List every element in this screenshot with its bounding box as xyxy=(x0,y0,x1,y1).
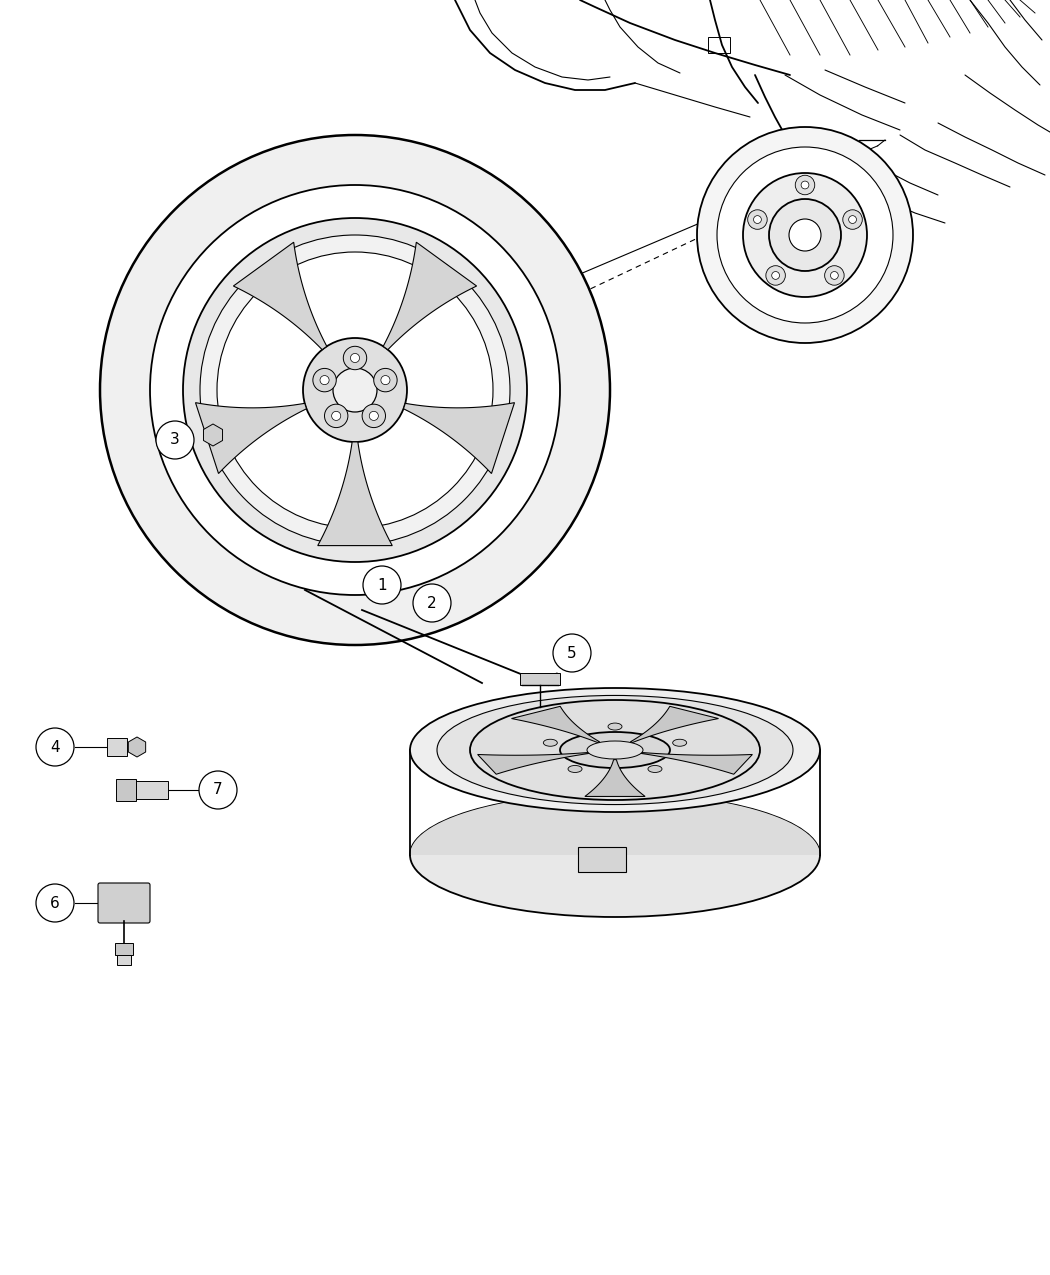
Bar xyxy=(520,673,560,685)
Ellipse shape xyxy=(648,765,662,773)
Circle shape xyxy=(743,173,867,297)
Ellipse shape xyxy=(410,793,820,917)
Polygon shape xyxy=(204,425,223,446)
Circle shape xyxy=(381,376,390,385)
Polygon shape xyxy=(128,737,146,757)
Circle shape xyxy=(217,252,494,528)
Circle shape xyxy=(150,185,560,595)
Circle shape xyxy=(754,215,761,223)
Circle shape xyxy=(824,265,844,286)
Ellipse shape xyxy=(673,740,687,746)
Circle shape xyxy=(200,771,237,810)
Circle shape xyxy=(374,368,397,391)
Polygon shape xyxy=(630,706,718,742)
Polygon shape xyxy=(478,752,589,774)
Circle shape xyxy=(36,728,74,766)
Ellipse shape xyxy=(543,740,558,746)
Bar xyxy=(107,738,127,756)
Circle shape xyxy=(717,147,892,323)
Circle shape xyxy=(36,884,74,922)
Polygon shape xyxy=(642,752,753,774)
Circle shape xyxy=(200,235,510,544)
Polygon shape xyxy=(585,760,645,797)
Circle shape xyxy=(801,181,808,189)
Circle shape xyxy=(748,210,768,229)
Circle shape xyxy=(553,634,591,672)
Circle shape xyxy=(320,376,329,385)
Polygon shape xyxy=(511,706,600,742)
Text: 3: 3 xyxy=(170,432,180,448)
Bar xyxy=(708,37,730,54)
Text: 5: 5 xyxy=(567,645,576,660)
Polygon shape xyxy=(383,242,477,349)
Circle shape xyxy=(769,199,841,272)
Circle shape xyxy=(343,347,366,370)
Polygon shape xyxy=(318,442,393,546)
Ellipse shape xyxy=(608,723,622,731)
Ellipse shape xyxy=(587,741,643,759)
Bar xyxy=(116,944,133,955)
Ellipse shape xyxy=(560,732,670,768)
Circle shape xyxy=(370,412,378,421)
Circle shape xyxy=(100,135,610,645)
Circle shape xyxy=(183,218,527,562)
Circle shape xyxy=(413,584,452,622)
Circle shape xyxy=(789,219,821,251)
Circle shape xyxy=(765,265,785,286)
Circle shape xyxy=(831,272,838,279)
Circle shape xyxy=(848,215,857,223)
Polygon shape xyxy=(403,403,514,473)
Ellipse shape xyxy=(410,688,820,812)
Ellipse shape xyxy=(470,700,760,799)
Circle shape xyxy=(772,272,779,279)
Circle shape xyxy=(333,368,377,412)
FancyBboxPatch shape xyxy=(98,884,150,923)
Text: 1: 1 xyxy=(377,578,386,593)
Text: 2: 2 xyxy=(427,595,437,611)
Circle shape xyxy=(363,566,401,604)
Bar xyxy=(116,779,136,801)
Text: 4: 4 xyxy=(50,740,60,755)
Circle shape xyxy=(351,353,359,362)
Circle shape xyxy=(324,404,348,427)
Ellipse shape xyxy=(568,765,582,773)
Circle shape xyxy=(697,128,914,343)
Circle shape xyxy=(843,210,862,229)
Polygon shape xyxy=(410,750,820,856)
Circle shape xyxy=(795,175,815,195)
Text: 7: 7 xyxy=(213,783,223,797)
Circle shape xyxy=(313,368,336,391)
Circle shape xyxy=(332,412,341,421)
Circle shape xyxy=(156,421,194,459)
Bar xyxy=(117,955,131,965)
Ellipse shape xyxy=(437,695,793,805)
Circle shape xyxy=(362,404,385,427)
Circle shape xyxy=(303,338,407,442)
Polygon shape xyxy=(195,403,307,473)
Bar xyxy=(136,782,168,799)
Text: 6: 6 xyxy=(50,895,60,910)
Polygon shape xyxy=(233,242,327,349)
Bar xyxy=(578,847,626,872)
